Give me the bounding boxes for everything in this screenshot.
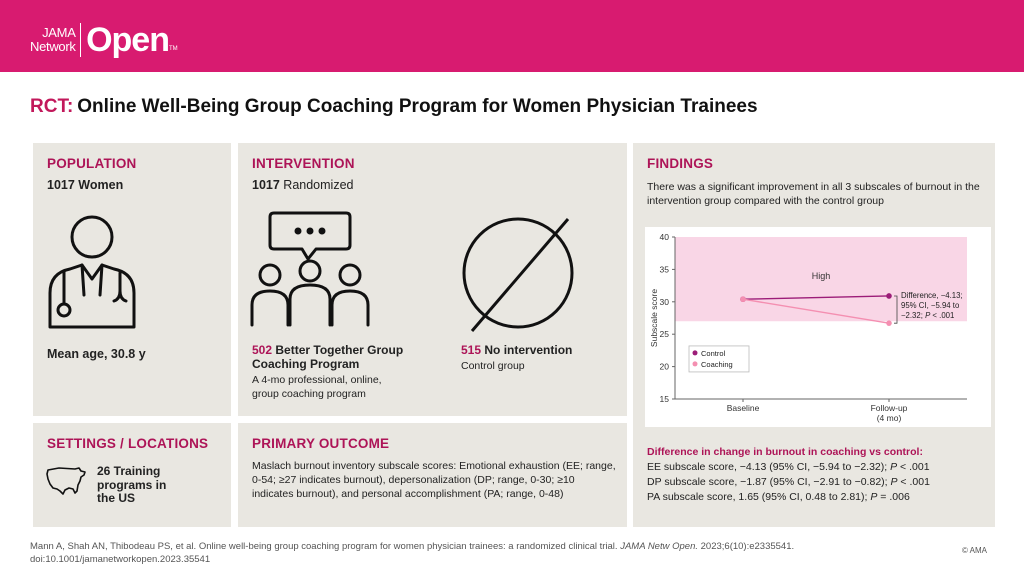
control-group-block: 515 No intervention xyxy=(461,343,572,357)
difference-annotation: Difference, −4.13; xyxy=(901,291,963,300)
diff-heading: Difference in change in burnout in coach… xyxy=(647,446,923,458)
difference-annotation-p: −2.32; P < .001 xyxy=(901,311,954,320)
diff-pa-p-value: = .006 xyxy=(877,491,910,503)
population-heading: POPULATION xyxy=(47,156,137,171)
y-tick-label: 20 xyxy=(660,362,670,372)
series-point-coaching xyxy=(740,296,746,303)
findings-heading: FINDINGS xyxy=(647,156,714,171)
settings-panel: SETTINGS / LOCATIONS 26 Training program… xyxy=(33,423,231,527)
logo-line1: JAMA xyxy=(42,25,76,40)
population-count-line: 1017 Women xyxy=(47,178,123,192)
no-intervention-icon xyxy=(462,217,574,332)
logo-small-text: JAMA Network xyxy=(30,26,76,54)
logo-trademark: TM xyxy=(168,46,178,52)
diff-ee-text: EE subscale score, −4.13 (95% CI, −5.94 … xyxy=(647,461,891,473)
citation-volume: 2023;6(10):e2335541. xyxy=(698,541,795,552)
diff-dp-text: DP subscale score, −1.87 (95% CI, −2.91 … xyxy=(647,476,891,488)
citation-authors: Mann A, Shah AN, Thibodeau PS, et al. On… xyxy=(30,541,621,552)
control-group-label: No intervention xyxy=(484,343,573,357)
group-coaching-icon xyxy=(250,211,370,327)
diff-dp-p-value: < .001 xyxy=(897,476,930,488)
title-text: Online Well-Being Group Coaching Program… xyxy=(77,96,758,117)
primary-outcome-panel: PRIMARY OUTCOME Maslach burnout inventor… xyxy=(238,423,627,527)
y-tick-label: 30 xyxy=(660,297,670,307)
control-group-count: 515 xyxy=(461,343,482,357)
diff-pa-text: PA subscale score, 1.65 (95% CI, 0.48 to… xyxy=(647,491,871,503)
primary-outcome-text: Maslach burnout inventory subscale score… xyxy=(252,460,616,500)
y-tick-label: 15 xyxy=(660,394,670,404)
diff-line-ee: EE subscale score, −4.13 (95% CI, −5.94 … xyxy=(647,460,930,474)
x-tick-label: Baseline xyxy=(727,403,760,413)
settings-text: 26 Training programs in the US xyxy=(97,464,167,505)
legend-label: Coaching xyxy=(701,360,733,369)
difference-annotation: 95% CI, −5.94 to xyxy=(901,301,960,310)
logo-divider xyxy=(79,23,82,57)
jama-network-open-logo[interactable]: JAMA Network Open TM xyxy=(30,22,178,58)
y-axis-label: Subscale score xyxy=(649,289,659,347)
legend-marker xyxy=(692,361,698,367)
legend-label: Control xyxy=(701,349,726,358)
x-tick-label-sub: (4 mo) xyxy=(877,413,902,423)
diff-pa-p-symbol: P xyxy=(870,491,878,503)
burnout-chart: 15 20 25 30 35 40 Baseline Follow-up(4 mo) Subsc… xyxy=(645,227,991,427)
chart-legend xyxy=(688,345,750,373)
intervention-panel: INTERVENTION 1017 Randomized 502 Better … xyxy=(238,143,627,416)
header-banner: JAMA Network Open TM xyxy=(0,0,1024,72)
series-point-control xyxy=(886,293,892,299)
intervention-heading: INTERVENTION xyxy=(252,156,355,171)
diff-ee-p-symbol: P xyxy=(890,461,898,473)
citation-doi[interactable]: doi:10.1001/jamanetworkopen.2023.35541 xyxy=(30,554,211,565)
legend-marker xyxy=(692,350,698,356)
logo-open-text: Open xyxy=(86,21,170,59)
high-band-label: High xyxy=(812,271,831,281)
coaching-group-label2: Coaching Program xyxy=(252,357,360,371)
intervention-count-line: 1017 Randomized xyxy=(252,178,353,192)
mean-age: Mean age, 30.8 y xyxy=(47,347,146,361)
coaching-group-count: 502 xyxy=(252,343,273,357)
coaching-group-block: 502 Better Together Group Coaching Progr… xyxy=(252,343,422,371)
findings-summary: There was a significant improvement in a… xyxy=(647,181,980,207)
y-tick-label: 25 xyxy=(660,329,670,339)
y-tick-label: 35 xyxy=(660,264,670,274)
x-tick-label: Follow-up xyxy=(871,403,908,413)
primary-outcome-heading: PRIMARY OUTCOME xyxy=(252,436,390,451)
settings-heading: SETTINGS / LOCATIONS xyxy=(47,436,209,451)
coaching-group-desc: A 4-mo professional, online, group coach… xyxy=(252,374,382,400)
series-point-coaching xyxy=(886,320,892,326)
diff-ee-p-value: < .001 xyxy=(897,461,930,473)
population-count-label: Women xyxy=(78,178,124,192)
intervention-count: 1017 xyxy=(252,178,280,192)
findings-panel: FINDINGS There was a significant improve… xyxy=(633,143,995,527)
population-count: 1017 xyxy=(47,178,75,192)
intervention-count-label: Randomized xyxy=(283,178,354,192)
page-title: RCT: Online Well-Being Group Coaching Pro… xyxy=(30,96,758,118)
citation-journal: JAMA Netw Open. xyxy=(620,541,698,552)
title-prefix: RCT: xyxy=(30,96,74,117)
population-panel: POPULATION 1017 Women Mean age, 30.8 y xyxy=(33,143,231,416)
control-group-desc: Control group xyxy=(461,360,525,372)
us-map-icon xyxy=(46,467,86,495)
difference-bracket xyxy=(894,295,898,324)
diff-line-dp: DP subscale score, −1.87 (95% CI, −2.91 … xyxy=(647,475,930,489)
logo-line2: Network xyxy=(30,39,76,54)
series-line-coaching xyxy=(742,298,890,324)
citation: Mann A, Shah AN, Thibodeau PS, et al. On… xyxy=(30,540,794,566)
high-burnout-band xyxy=(675,237,967,322)
physician-icon xyxy=(48,215,136,329)
citation-line1: Mann A, Shah AN, Thibodeau PS, et al. On… xyxy=(30,540,794,553)
copyright: © AMA xyxy=(962,546,988,555)
y-tick-label: 40 xyxy=(660,232,670,242)
diff-dp-p-symbol: P xyxy=(890,476,898,488)
series-line-control xyxy=(742,295,890,300)
diff-line-pa: PA subscale score, 1.65 (95% CI, 0.48 to… xyxy=(647,490,910,504)
coaching-group-label: Better Together Group xyxy=(275,343,404,357)
